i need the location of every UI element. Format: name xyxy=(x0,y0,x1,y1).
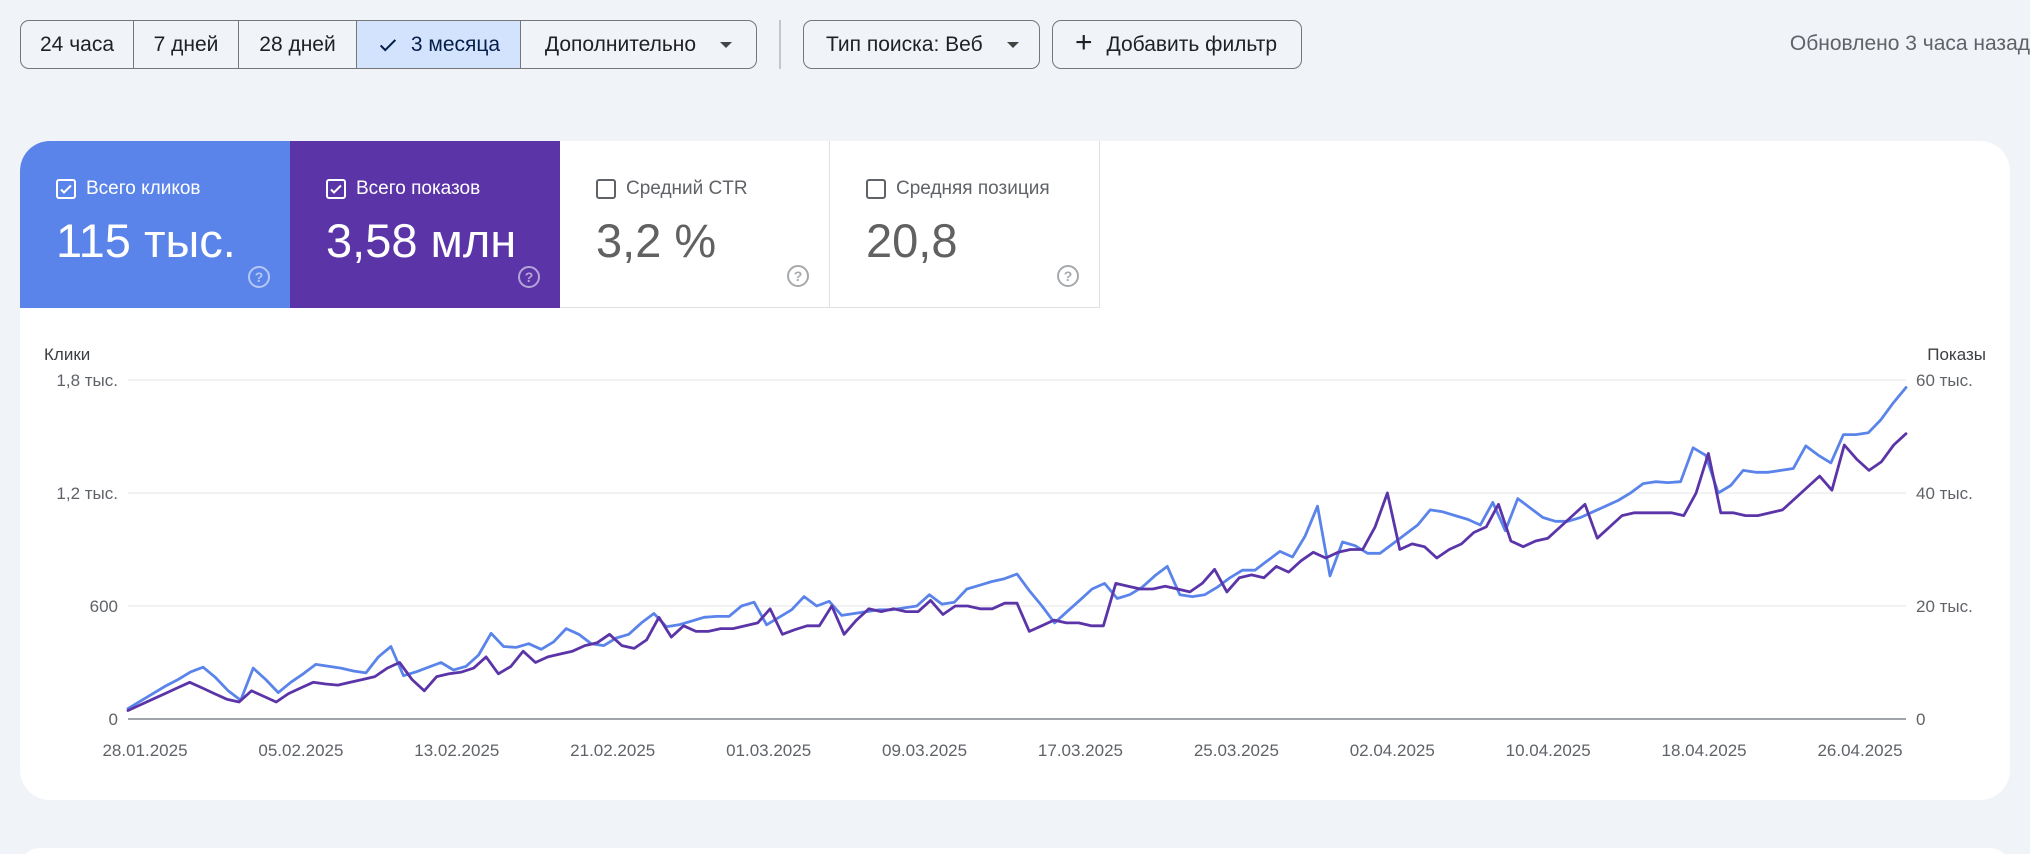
left-axis-ticks: 0 600 1,2 тыс. 1,8 тыс. xyxy=(56,371,118,729)
x-tick-label: 09.03.2025 xyxy=(882,741,967,760)
metric-ctr-label: Средний CTR xyxy=(626,178,748,199)
chart-series xyxy=(126,386,1908,712)
clicks-series-line xyxy=(126,386,1908,710)
range-3m-label: 3 месяца xyxy=(410,32,501,56)
chart-grid xyxy=(128,379,1906,720)
metric-total-clicks[interactable]: Всего кликов 115 тыс. ? xyxy=(20,141,290,308)
left-tick-label: 600 xyxy=(90,597,118,616)
impressions-series-line xyxy=(126,432,1908,712)
performance-card: Клики Показы 0 600 1,2 тыс. 1,8 тыс. 0 20 ты… xyxy=(20,141,2010,800)
next-card xyxy=(20,848,2010,854)
metric-clicks-label-row: Всего кликов xyxy=(56,178,201,200)
x-tick-label: 21.02.2025 xyxy=(570,741,655,760)
x-axis-ticks: 28.01.2025 05.02.2025 13.02.2025 21.02.2025… xyxy=(102,741,1902,760)
toolbar: 24 часа 7 дней 28 дней 3 месяца Дополнит… xyxy=(20,20,2030,69)
range-7d-button[interactable]: 7 дней xyxy=(134,21,239,68)
x-tick-label: 18.04.2025 xyxy=(1662,741,1747,760)
x-tick-label: 10.04.2025 xyxy=(1506,741,1591,760)
metric-clicks-value: 115 тыс. xyxy=(56,214,236,267)
more-ranges-label: Дополнительно xyxy=(544,32,697,56)
help-icon[interactable]: ? xyxy=(248,266,270,288)
x-tick-label: 28.01.2025 xyxy=(102,741,187,760)
help-icon[interactable]: ? xyxy=(787,265,809,287)
chevron-down-icon xyxy=(720,41,733,48)
metric-position-value: 20,8 xyxy=(866,214,958,267)
right-tick-label: 0 xyxy=(1916,710,1925,729)
checkbox-unchecked-icon[interactable] xyxy=(866,179,886,199)
metric-clicks-label: Всего кликов xyxy=(86,178,201,199)
right-axis-ticks: 0 20 тыс. 40 тыс. 60 тыс. xyxy=(1916,371,1973,729)
add-filter-button[interactable]: + Добавить фильтр xyxy=(1052,20,1302,69)
metric-impressions-label: Всего показов xyxy=(356,178,481,199)
x-tick-label: 01.03.2025 xyxy=(726,741,811,760)
chevron-down-icon xyxy=(1006,41,1019,48)
x-tick-label: 13.02.2025 xyxy=(414,741,499,760)
right-axis-title: Показы xyxy=(1927,345,1986,364)
check-icon xyxy=(379,38,396,51)
x-tick-label: 26.04.2025 xyxy=(1817,741,1902,760)
left-tick-label: 1,2 тыс. xyxy=(56,484,118,503)
x-tick-label: 02.04.2025 xyxy=(1350,741,1435,760)
x-tick-label: 05.02.2025 xyxy=(258,741,343,760)
left-axis-title: Клики xyxy=(44,345,90,364)
metric-total-impressions[interactable]: Всего показов 3,58 млн ? xyxy=(290,141,560,308)
help-icon[interactable]: ? xyxy=(1057,265,1079,287)
checkbox-unchecked-icon[interactable] xyxy=(596,179,616,199)
checkbox-checked-icon[interactable] xyxy=(326,179,346,199)
last-updated-text: Обновлено 3 часа назад xyxy=(1789,32,2030,55)
metric-impressions-value: 3,58 млн xyxy=(326,214,517,267)
range-28d-button[interactable]: 28 дней xyxy=(239,21,357,68)
range-24h-button[interactable]: 24 часа xyxy=(21,21,134,68)
metric-position-label: Средняя позиция xyxy=(896,178,1050,199)
metric-position-label-row: Средняя позиция xyxy=(866,178,1050,200)
metric-ctr-label-row: Средний CTR xyxy=(596,178,748,200)
range-3m-button[interactable]: 3 месяца xyxy=(357,21,521,68)
more-ranges-dropdown[interactable]: Дополнительно xyxy=(521,21,756,68)
plus-icon: + xyxy=(1075,26,1093,59)
add-filter-label: Добавить фильтр xyxy=(1106,32,1278,56)
help-icon[interactable]: ? xyxy=(518,266,540,288)
right-tick-label: 20 тыс. xyxy=(1916,597,1973,616)
performance-chart: Клики Показы 0 600 1,2 тыс. 1,8 тыс. 0 20 ты… xyxy=(44,345,1986,760)
toolbar-divider xyxy=(779,20,781,69)
metric-average-position[interactable]: Средняя позиция 20,8 ? xyxy=(830,141,1100,308)
date-range-selector: 24 часа 7 дней 28 дней 3 месяца Дополнит… xyxy=(20,20,757,69)
metric-impressions-label-row: Всего показов xyxy=(326,178,480,200)
left-tick-label: 0 xyxy=(109,710,118,729)
metric-ctr-value: 3,2 % xyxy=(596,214,717,267)
checkbox-checked-icon[interactable] xyxy=(56,179,76,199)
search-type-label: Тип поиска: Веб xyxy=(826,32,983,56)
metric-average-ctr[interactable]: Средний CTR 3,2 % ? xyxy=(560,141,830,308)
search-type-dropdown[interactable]: Тип поиска: Веб xyxy=(803,20,1040,69)
right-tick-label: 40 тыс. xyxy=(1916,484,1973,503)
left-tick-label: 1,8 тыс. xyxy=(56,371,118,390)
x-tick-label: 17.03.2025 xyxy=(1038,741,1123,760)
right-tick-label: 60 тыс. xyxy=(1916,371,1973,390)
x-tick-label: 25.03.2025 xyxy=(1194,741,1279,760)
